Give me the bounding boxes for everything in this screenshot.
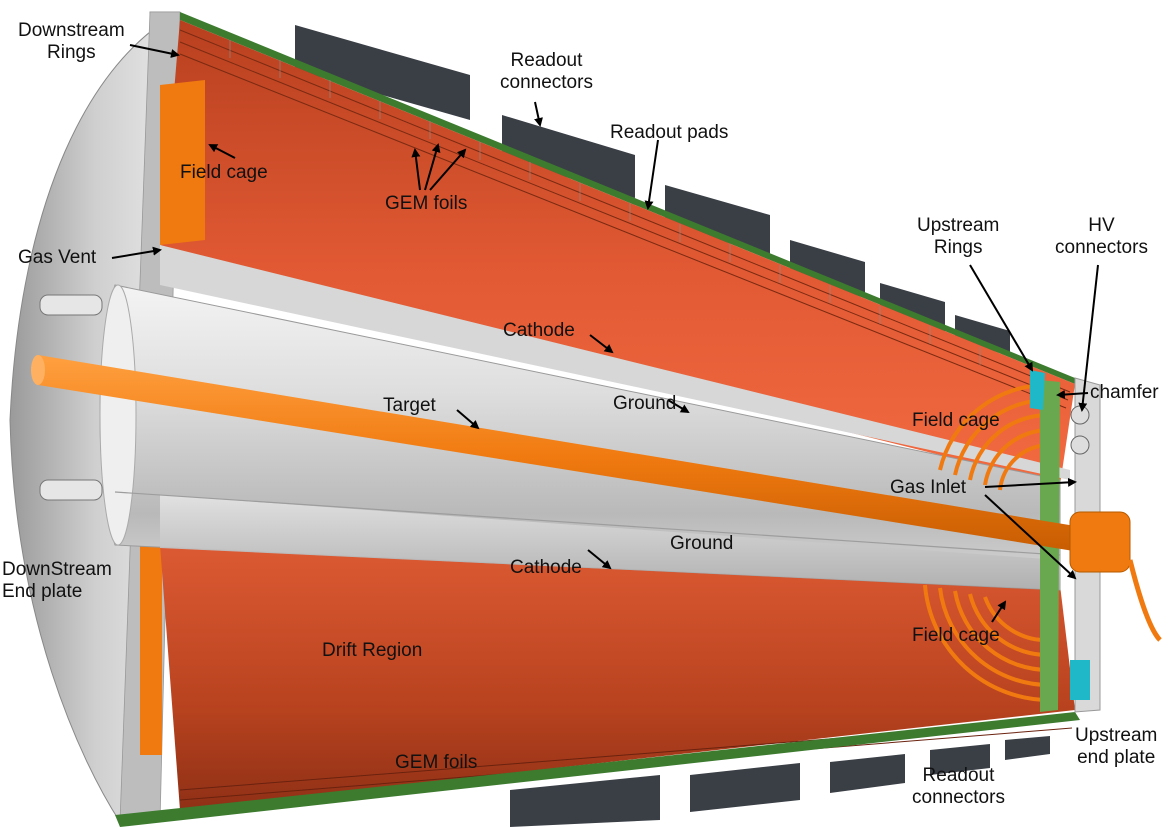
upstream-field-cage-arcs: [923, 382, 1051, 703]
downstream-field-cage-bottom: [140, 545, 162, 755]
label-hv-connectors: HV connectors: [1055, 215, 1148, 258]
label-upstream-end-plate: Upstream end plate: [1075, 725, 1158, 768]
label-downstream-rings: Downstream Rings: [18, 20, 125, 63]
label-cathode-top: Cathode: [503, 320, 575, 341]
gem-foil-lines-top: [179, 29, 1071, 409]
label-gas-inlet: Gas Inlet: [890, 477, 967, 498]
label-readout-pads: Readout pads: [610, 122, 729, 143]
label-field-cage-lower-right: Field cage: [912, 625, 1000, 646]
readout-connectors-bottom: [510, 736, 1050, 827]
target-end: [31, 355, 45, 385]
lower-drift-volume: [160, 545, 1075, 810]
downstream-field-cage-top: [160, 80, 205, 245]
label-field-cage-left: Field cage: [180, 162, 268, 183]
readout-pcb-top: [180, 12, 1075, 384]
readout-pcb-bottom: [115, 712, 1080, 827]
label-ground-bottom: Ground: [670, 533, 734, 554]
label-downstream-end-plate: DownStream End plate: [2, 559, 112, 602]
inner-cylinders: [99, 245, 1070, 591]
label-readout-connectors-top: Readout connectors: [500, 50, 593, 93]
annotation-arrows: [111, 44, 1099, 623]
target-tube: [38, 355, 1130, 560]
label-chamfer: chamfer: [1090, 382, 1159, 403]
label-gem-foils-bottom: GEM foils: [395, 752, 478, 773]
gas-inlet-fitting: [1069, 511, 1162, 642]
label-gem-foils-top: GEM foils: [385, 193, 468, 214]
label-target: Target: [383, 395, 436, 416]
label-field-cage-upper-right: Field cage: [912, 410, 1000, 431]
label-readout-connectors-bottom: Readout connectors: [912, 765, 1005, 808]
label-drift-region: Drift Region: [322, 640, 423, 661]
label-gas-vent: Gas Vent: [18, 247, 97, 268]
field-cage-strips-top: [229, 40, 981, 365]
label-upstream-rings: Upstream Rings: [917, 215, 1000, 258]
readout-connectors-top: [295, 25, 1010, 356]
label-ground-top: Ground: [613, 393, 677, 414]
upper-drift-volume: [160, 20, 1075, 485]
label-cathode-bottom: Cathode: [510, 557, 582, 578]
